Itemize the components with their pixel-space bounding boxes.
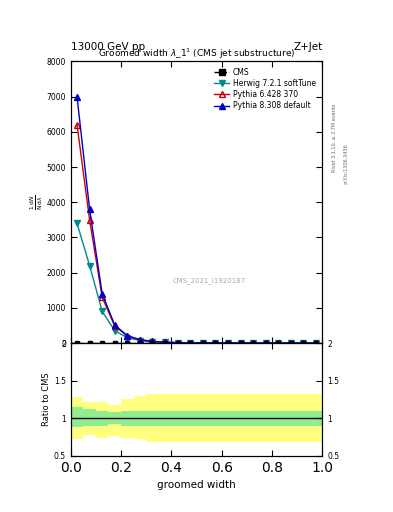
Pythia 8.308 default	[100, 291, 105, 297]
Pythia 8.308 default	[175, 339, 180, 346]
Herwig 7.2.1 softTune	[188, 340, 193, 346]
Legend: CMS, Herwig 7.2.1 softTune, Pythia 6.428 370, Pythia 8.308 default: CMS, Herwig 7.2.1 softTune, Pythia 6.428…	[212, 65, 318, 113]
Pythia 8.308 default	[75, 94, 79, 100]
Pythia 6.428 370	[163, 339, 167, 345]
Herwig 7.2.1 softTune	[251, 340, 255, 346]
Pythia 8.308 default	[213, 340, 218, 346]
Pythia 6.428 370	[213, 340, 218, 346]
Pythia 6.428 370	[276, 340, 281, 346]
Pythia 8.308 default	[138, 336, 142, 343]
Pythia 8.308 default	[263, 340, 268, 346]
Pythia 8.308 default	[288, 340, 293, 346]
Herwig 7.2.1 softTune	[150, 339, 155, 345]
Herwig 7.2.1 softTune	[276, 340, 281, 346]
Title: Groomed width $\lambda\_1^1$ (CMS jet substructure): Groomed width $\lambda\_1^1$ (CMS jet su…	[98, 47, 295, 61]
Pythia 6.428 370	[138, 337, 142, 343]
Pythia 8.308 default	[112, 322, 117, 328]
Pythia 6.428 370	[87, 217, 92, 223]
Herwig 7.2.1 softTune	[138, 337, 142, 344]
Herwig 7.2.1 softTune	[163, 339, 167, 346]
Pythia 6.428 370	[288, 340, 293, 346]
Herwig 7.2.1 softTune	[213, 340, 218, 346]
X-axis label: groomed width: groomed width	[157, 480, 236, 490]
Herwig 7.2.1 softTune	[314, 340, 318, 346]
Pythia 8.308 default	[226, 340, 230, 346]
Pythia 6.428 370	[238, 340, 243, 346]
Text: CMS_2021_I1920187: CMS_2021_I1920187	[173, 278, 246, 285]
Pythia 6.428 370	[263, 340, 268, 346]
Herwig 7.2.1 softTune	[125, 335, 130, 341]
Pythia 6.428 370	[301, 340, 306, 346]
Text: arXiv:1306.3436: arXiv:1306.3436	[344, 143, 349, 184]
Pythia 6.428 370	[188, 339, 193, 346]
Pythia 6.428 370	[200, 340, 205, 346]
Pythia 6.428 370	[125, 333, 130, 339]
Herwig 7.2.1 softTune	[288, 340, 293, 346]
Herwig 7.2.1 softTune	[112, 328, 117, 334]
Pythia 8.308 default	[188, 339, 193, 346]
Y-axis label: $\frac{1}{\mathrm{N}} \frac{\mathrm{d}N}{\mathrm{d}\lambda}$: $\frac{1}{\mathrm{N}} \frac{\mathrm{d}N}…	[29, 195, 45, 210]
Herwig 7.2.1 softTune	[263, 340, 268, 346]
Pythia 6.428 370	[226, 340, 230, 346]
Pythia 6.428 370	[112, 323, 117, 329]
Y-axis label: Ratio to CMS: Ratio to CMS	[42, 373, 51, 426]
Pythia 6.428 370	[100, 294, 105, 301]
Text: Rivet 3.1.10, ≥ 2.7M events: Rivet 3.1.10, ≥ 2.7M events	[332, 104, 337, 173]
Text: 13000 GeV pp: 13000 GeV pp	[71, 41, 145, 52]
Herwig 7.2.1 softTune	[87, 263, 92, 269]
Line: Pythia 6.428 370: Pythia 6.428 370	[74, 122, 319, 346]
Text: Z+Jet: Z+Jet	[293, 41, 322, 52]
Herwig 7.2.1 softTune	[226, 340, 230, 346]
Herwig 7.2.1 softTune	[200, 340, 205, 346]
Herwig 7.2.1 softTune	[75, 220, 79, 226]
Pythia 6.428 370	[251, 340, 255, 346]
Pythia 6.428 370	[175, 339, 180, 346]
Herwig 7.2.1 softTune	[175, 339, 180, 346]
Pythia 8.308 default	[251, 340, 255, 346]
Herwig 7.2.1 softTune	[100, 308, 105, 314]
Pythia 8.308 default	[87, 206, 92, 212]
Pythia 8.308 default	[200, 340, 205, 346]
Line: Herwig 7.2.1 softTune: Herwig 7.2.1 softTune	[74, 221, 319, 346]
Pythia 8.308 default	[276, 340, 281, 346]
Pythia 6.428 370	[314, 340, 318, 346]
Pythia 8.308 default	[301, 340, 306, 346]
Pythia 6.428 370	[150, 338, 155, 345]
Pythia 8.308 default	[125, 333, 130, 339]
Pythia 6.428 370	[75, 122, 79, 128]
Pythia 8.308 default	[238, 340, 243, 346]
Pythia 8.308 default	[163, 339, 167, 345]
Herwig 7.2.1 softTune	[238, 340, 243, 346]
Herwig 7.2.1 softTune	[301, 340, 306, 346]
Pythia 8.308 default	[314, 340, 318, 346]
Pythia 8.308 default	[150, 338, 155, 345]
Line: Pythia 8.308 default: Pythia 8.308 default	[74, 94, 319, 346]
